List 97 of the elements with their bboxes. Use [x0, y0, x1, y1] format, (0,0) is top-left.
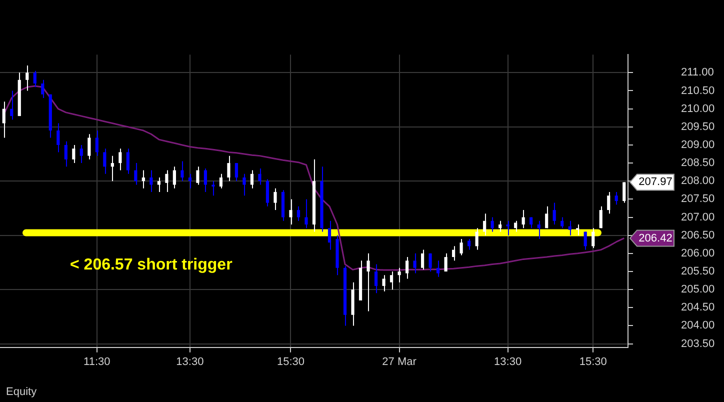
- candlestick: [196, 166, 200, 186]
- candlestick: [72, 144, 76, 164]
- candlestick: [212, 180, 215, 196]
- x-tick-label: 27 Mar: [382, 356, 417, 368]
- text: 207.97: [638, 176, 672, 188]
- candlestick: [444, 252, 448, 272]
- candlestick: [552, 202, 556, 225]
- candlestick: [204, 168, 208, 192]
- candlestick: [614, 191, 618, 206]
- candlestick: [568, 220, 572, 236]
- candlestick: [80, 144, 83, 164]
- y-tick-label: 209.50: [681, 120, 715, 133]
- candlestick: [274, 188, 277, 211]
- candlestick: [26, 64, 29, 92]
- annotation: < 206.57 short trigger: [70, 256, 232, 274]
- candlestick: [460, 238, 463, 256]
- y-tick-label: 204.00: [681, 320, 715, 332]
- candlestick: [514, 220, 518, 232]
- y-tick-label: 211.00: [681, 66, 714, 79]
- y-tick-label: 204.50: [681, 302, 715, 314]
- text: Equity: [6, 386, 38, 398]
- x-tick-label: 15:30: [276, 356, 305, 368]
- x-tick-label: 15:30: [579, 356, 607, 368]
- candlestick: [126, 148, 130, 174]
- candlestick: [382, 274, 386, 292]
- candlestick: [537, 220, 540, 240]
- candlestick: [560, 216, 564, 229]
- candlestick: [436, 260, 440, 278]
- candlestick: [258, 168, 262, 186]
- candlestick: [219, 173, 223, 189]
- candlestick: [150, 170, 153, 192]
- candlestick: [64, 140, 68, 168]
- candlestick: [227, 155, 230, 182]
- candlestick: [165, 170, 168, 192]
- candlestick: [188, 173, 192, 189]
- candlestick: [522, 210, 525, 229]
- candlestick: [41, 79, 44, 98]
- text: 206.42: [638, 232, 672, 244]
- candlestick: [584, 231, 587, 250]
- candlestick: [103, 148, 106, 174]
- candlestick: [234, 162, 238, 182]
- x-tick-label: 11:30: [84, 356, 110, 368]
- candlestick: [452, 246, 456, 262]
- candlestick: [405, 256, 409, 280]
- candlestick: [95, 130, 98, 156]
- candlestick: [328, 220, 332, 250]
- candlestick: [242, 173, 246, 196]
- candlestick: [599, 206, 602, 229]
- candlestick: [498, 220, 502, 232]
- y-tick-label: 208.00: [681, 175, 715, 188]
- y-tick-label: 208.50: [681, 157, 715, 170]
- y-tick-label: 207.50: [681, 193, 715, 206]
- candlestick: [180, 160, 184, 182]
- candlestick: [576, 224, 580, 236]
- candlestick: [366, 252, 370, 312]
- candlestick: [483, 213, 486, 236]
- candlestick: [545, 206, 548, 229]
- x-tick-label: 13:30: [176, 356, 204, 368]
- candlestick: [10, 90, 14, 120]
- candlestick: [157, 177, 160, 192]
- candlestick: [296, 206, 300, 222]
- y-tick-label: 210.00: [681, 102, 715, 115]
- y-tick-label: 205.50: [681, 266, 715, 278]
- candlestick: [142, 170, 145, 189]
- y-tick-label: 206.50: [681, 229, 715, 242]
- candlestick: [398, 267, 401, 283]
- candlestick: [374, 264, 378, 294]
- candlestick: [420, 249, 424, 270]
- candlestick: [490, 216, 494, 232]
- y-tick-label: 207.00: [681, 211, 715, 224]
- candlestick: [468, 238, 471, 250]
- candlestick: [506, 220, 510, 236]
- candlestick: [33, 70, 36, 88]
- y-tick-label: 209.00: [681, 139, 715, 151]
- candlestick: [592, 228, 595, 248]
- y-tick-label: 206.00: [681, 247, 715, 260]
- candlestick: [118, 148, 122, 171]
- candlestick: [172, 166, 176, 189]
- candlestick: [428, 252, 432, 272]
- x-tick-label: 13:30: [494, 356, 522, 368]
- candlestick: [250, 170, 254, 189]
- candlestick: [266, 178, 270, 207]
- candlestick: [2, 101, 6, 138]
- candlestick: [622, 182, 626, 204]
- candlestick: [413, 252, 416, 274]
- candlestick: [289, 198, 292, 225]
- candlestick: [304, 198, 308, 229]
- y-tick-label: 210.50: [681, 84, 715, 97]
- candlestick: [134, 162, 138, 186]
- candlestick: [110, 155, 114, 182]
- candlestick: [88, 134, 91, 160]
- candlestick: [56, 122, 60, 153]
- candlestick: [607, 191, 610, 214]
- y-tick-label: 205.00: [681, 284, 715, 296]
- candlestick: [475, 228, 478, 250]
- candlestick: [390, 270, 394, 290]
- y-tick-label: 203.50: [681, 338, 715, 350]
